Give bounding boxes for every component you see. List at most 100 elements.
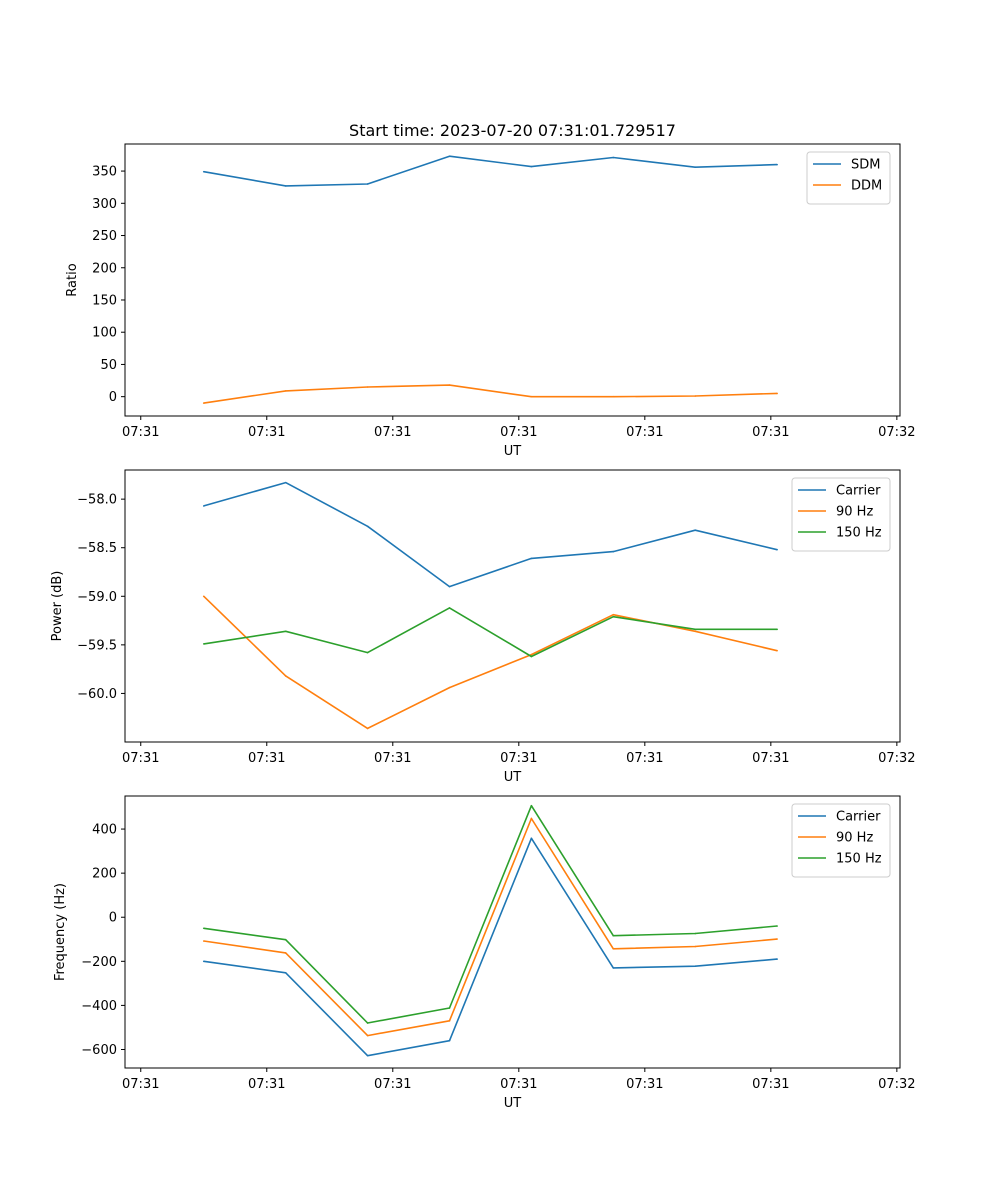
x-tick-label: 07:31 bbox=[500, 425, 537, 440]
y-tick-label: 300 bbox=[92, 197, 117, 212]
data-point bbox=[202, 940, 205, 942]
data-point bbox=[612, 156, 615, 159]
data-point bbox=[612, 615, 615, 618]
series-line bbox=[203, 817, 778, 1037]
data-point bbox=[366, 525, 369, 528]
data-point bbox=[366, 1034, 369, 1037]
figure-title: Start time: 2023-07-20 07:31:01.729517 bbox=[349, 121, 676, 140]
x-tick-label: 07:31 bbox=[122, 751, 159, 766]
data-point bbox=[612, 934, 615, 937]
y-axis-label: Ratio bbox=[65, 263, 80, 296]
y-tick-label: 50 bbox=[100, 358, 117, 373]
data-point bbox=[448, 686, 451, 689]
data-point bbox=[612, 967, 615, 969]
y-axis-label: Power (dB) bbox=[50, 571, 65, 642]
data-point bbox=[776, 958, 778, 960]
series-90-hz bbox=[202, 595, 778, 730]
data-point bbox=[284, 675, 287, 677]
data-point bbox=[776, 628, 778, 631]
data-point bbox=[694, 932, 697, 935]
y-tick-label: −58.0 bbox=[77, 493, 117, 508]
data-point bbox=[776, 392, 778, 395]
x-tick-label: 07:31 bbox=[626, 751, 663, 766]
y-tick-label: 0 bbox=[109, 911, 117, 926]
series-carrier bbox=[202, 837, 778, 1057]
data-point bbox=[366, 1022, 369, 1024]
y-tick-label: −59.0 bbox=[77, 590, 117, 605]
data-point bbox=[202, 960, 205, 963]
x-tick-label: 07:31 bbox=[500, 751, 537, 766]
x-tick-label: 07:31 bbox=[248, 1077, 285, 1092]
x-tick-label: 07:31 bbox=[248, 425, 285, 440]
data-point bbox=[366, 183, 369, 185]
y-tick-label: 150 bbox=[92, 293, 117, 308]
chart-panel-1: 07:31 07:31 07:31 07:31 07:31 07:31 07:32 0 50 10… bbox=[65, 143, 916, 459]
x-axis-label: UT bbox=[504, 1096, 522, 1111]
data-point bbox=[366, 651, 369, 654]
data-point bbox=[694, 945, 697, 948]
data-point bbox=[284, 938, 287, 941]
x-tick-label: 07:31 bbox=[374, 751, 411, 766]
legend-entry-label: 150 Hz bbox=[836, 526, 882, 541]
data-point bbox=[694, 965, 697, 967]
x-tick-label: 07:32 bbox=[878, 1077, 915, 1092]
data-point bbox=[366, 1054, 369, 1057]
data-point bbox=[612, 550, 615, 553]
data-point bbox=[530, 804, 533, 807]
series-line bbox=[203, 384, 778, 404]
y-tick-label: 250 bbox=[92, 229, 117, 244]
x-axis-label: UT bbox=[504, 444, 522, 459]
data-point bbox=[202, 170, 205, 173]
plot-area-frame bbox=[124, 795, 901, 1069]
data-point bbox=[202, 595, 205, 598]
series-line bbox=[203, 804, 778, 1024]
data-point bbox=[202, 643, 205, 645]
data-point bbox=[776, 938, 778, 940]
y-tick-label: 400 bbox=[92, 823, 117, 838]
x-tick-label: 07:31 bbox=[752, 1077, 789, 1092]
series-line bbox=[203, 155, 778, 187]
series-line bbox=[203, 607, 778, 658]
x-tick-label: 07:31 bbox=[248, 751, 285, 766]
series-150-hz bbox=[202, 804, 778, 1024]
legend-box bbox=[806, 151, 891, 205]
data-point bbox=[530, 837, 533, 840]
data-point bbox=[366, 727, 369, 730]
data-point bbox=[284, 390, 287, 392]
chart-panel-2: 07:31 07:31 07:31 07:31 07:31 07:31 07:32 −60.0… bbox=[50, 469, 916, 785]
data-point bbox=[776, 649, 778, 652]
y-tick-label: −59.5 bbox=[77, 638, 117, 653]
data-point bbox=[612, 613, 615, 616]
series-line bbox=[203, 481, 778, 588]
y-tick-label: −200 bbox=[81, 955, 117, 970]
data-point bbox=[202, 505, 205, 507]
data-point bbox=[776, 925, 778, 927]
x-tick-label: 07:31 bbox=[752, 425, 789, 440]
x-tick-label: 07:31 bbox=[752, 751, 789, 766]
data-point bbox=[202, 927, 205, 930]
y-tick-label: −58.5 bbox=[77, 541, 117, 556]
chart-panels: 07:31 07:31 07:31 07:31 07:31 07:31 07:32 0 50 10… bbox=[50, 143, 916, 1111]
y-tick-label: 200 bbox=[92, 261, 117, 276]
data-point bbox=[448, 1007, 451, 1009]
y-axis-label: Frequency (Hz) bbox=[53, 883, 68, 981]
data-point bbox=[612, 947, 615, 950]
data-point bbox=[612, 395, 615, 398]
data-point bbox=[776, 548, 778, 551]
legend: Carrier 90 Hz 150 Hz bbox=[791, 477, 891, 552]
data-point bbox=[694, 166, 697, 169]
x-tick-label: 07:32 bbox=[878, 751, 915, 766]
data-point bbox=[284, 481, 287, 484]
series-150-hz bbox=[202, 607, 778, 658]
series-ddm bbox=[202, 384, 778, 404]
y-tick-label: −600 bbox=[81, 1043, 117, 1058]
data-point bbox=[448, 155, 451, 158]
data-point bbox=[448, 384, 451, 386]
x-tick-label: 07:32 bbox=[878, 425, 915, 440]
x-tick-label: 07:31 bbox=[500, 1077, 537, 1092]
x-tick-label: 07:31 bbox=[626, 1077, 663, 1092]
y-tick-label: −60.0 bbox=[77, 687, 117, 702]
legend-entry-label: Carrier bbox=[836, 810, 881, 825]
legend-entry-label: Carrier bbox=[836, 484, 881, 499]
data-point bbox=[448, 585, 451, 588]
